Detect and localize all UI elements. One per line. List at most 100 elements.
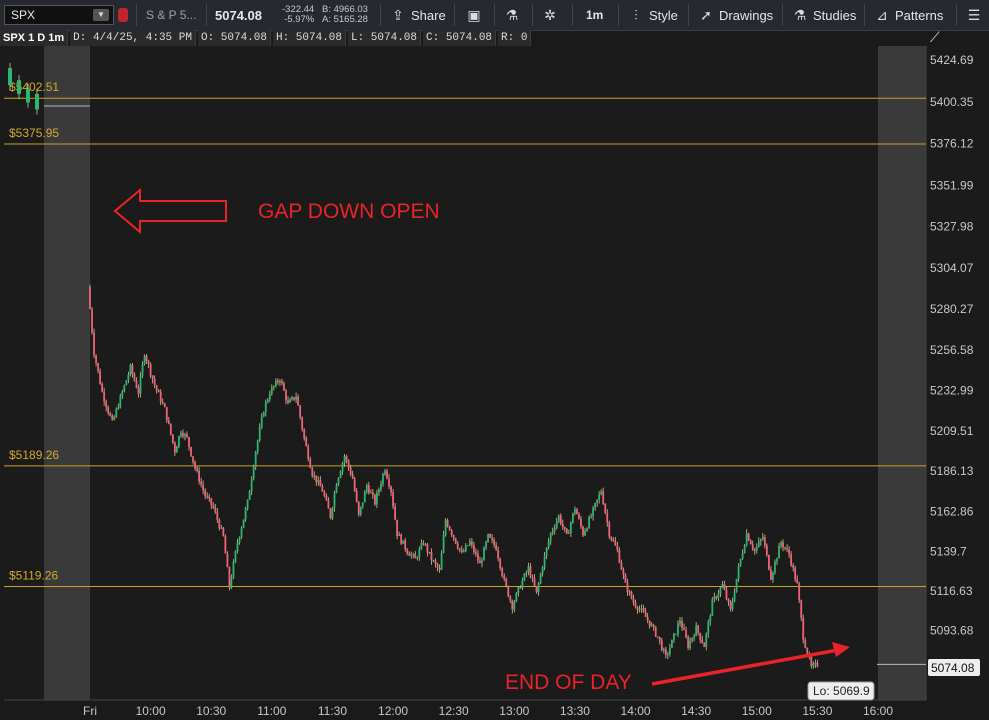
candle-body [436,563,439,568]
candle [628,589,631,596]
candle [382,472,384,487]
candle-body [8,68,12,86]
flask-icon: ⚗ [793,7,807,23]
candle-body [695,625,698,636]
candle-body [293,397,295,400]
candle-body [311,467,314,477]
alert-icon[interactable] [118,8,128,22]
candle [125,380,128,386]
candle [355,488,358,503]
candle [719,586,722,598]
candle [442,530,445,554]
candle-body [125,380,128,386]
candle-body [713,596,716,600]
candle-body [778,546,780,559]
candle [539,572,542,585]
share-label: Share [411,7,446,23]
candle-body [404,540,407,550]
candle [491,533,493,544]
candle-body [97,363,99,372]
candle-body [236,542,239,552]
candle [331,506,334,521]
candle-body [517,587,520,593]
candle [511,599,514,614]
last-price-tag-box [928,659,980,676]
premarket-candle [8,62,12,91]
candle-body [137,387,140,394]
candle-body [450,530,453,535]
candle [175,445,178,453]
symbol-input[interactable]: SPX ▼ [4,5,114,25]
candle [149,362,152,379]
candle-body [291,397,293,400]
candle-body [355,491,358,502]
candle [208,493,211,502]
time-tick-label: 15:30 [802,704,832,718]
candle-body [442,534,445,553]
candle [432,559,435,563]
candle-body [353,478,356,492]
time-tick-label: 16:00 [863,704,893,718]
candle-body [468,541,471,546]
candle-body [792,565,795,568]
candle [145,354,148,364]
candle [567,529,570,534]
interval-selector[interactable]: 1m [586,8,604,22]
candle [533,573,536,587]
candle-body [228,567,231,588]
candle [246,499,249,511]
candle-body [586,528,588,531]
candle [402,540,405,544]
candle [165,407,168,423]
info-close: C: 5074.08 [423,30,497,46]
candle [315,475,318,486]
flask-button[interactable]: ⚗ [504,0,525,30]
candle [388,474,390,490]
candle [386,468,388,480]
candle-body [378,489,380,493]
drawings-button[interactable]: ➚ Drawings [698,0,773,30]
candle-body [246,499,249,509]
candle [664,646,667,659]
candle [584,528,586,536]
info-range: R: 0 [498,30,532,46]
candle-body [184,434,186,437]
candle-body [384,470,386,475]
share-button[interactable]: ⇪ Share [390,0,446,30]
snapshot-button[interactable]: ▣ [466,0,487,30]
candle-body [721,584,724,588]
candle [404,537,407,552]
candle [161,398,164,405]
patterns-button[interactable]: ⊿ Patterns [874,0,943,30]
candle [761,533,764,541]
candle-body [816,662,819,667]
studies-button[interactable]: ⚗ Studies [792,0,857,30]
candle [723,580,726,591]
toolbar: SPX ▼ S & P 5... 5074.08 -322.44 -5.97% … [0,0,989,31]
candle [119,393,122,409]
candle-body [697,625,700,633]
candle [614,537,617,546]
candle [753,547,756,555]
candle [685,626,687,639]
candle [224,534,227,554]
candle-body [175,446,178,453]
candle [713,592,716,603]
price-tick-label: 5376.12 [930,137,974,151]
candle [121,389,124,399]
candle [586,527,588,533]
candle [519,585,522,589]
candle-body [337,477,340,485]
settings-button[interactable]: ✲ [542,0,563,30]
candle [258,423,261,443]
info-low: L: 5074.08 [348,30,422,46]
candle [240,526,243,540]
chevron-down-icon[interactable]: ▼ [93,9,109,21]
candle [547,537,550,550]
style-button[interactable]: ⫶ Style [628,0,678,30]
candle [765,543,768,558]
candle [796,575,799,584]
premarket-candle [26,83,30,108]
menu-button[interactable]: ☰ [966,0,987,30]
